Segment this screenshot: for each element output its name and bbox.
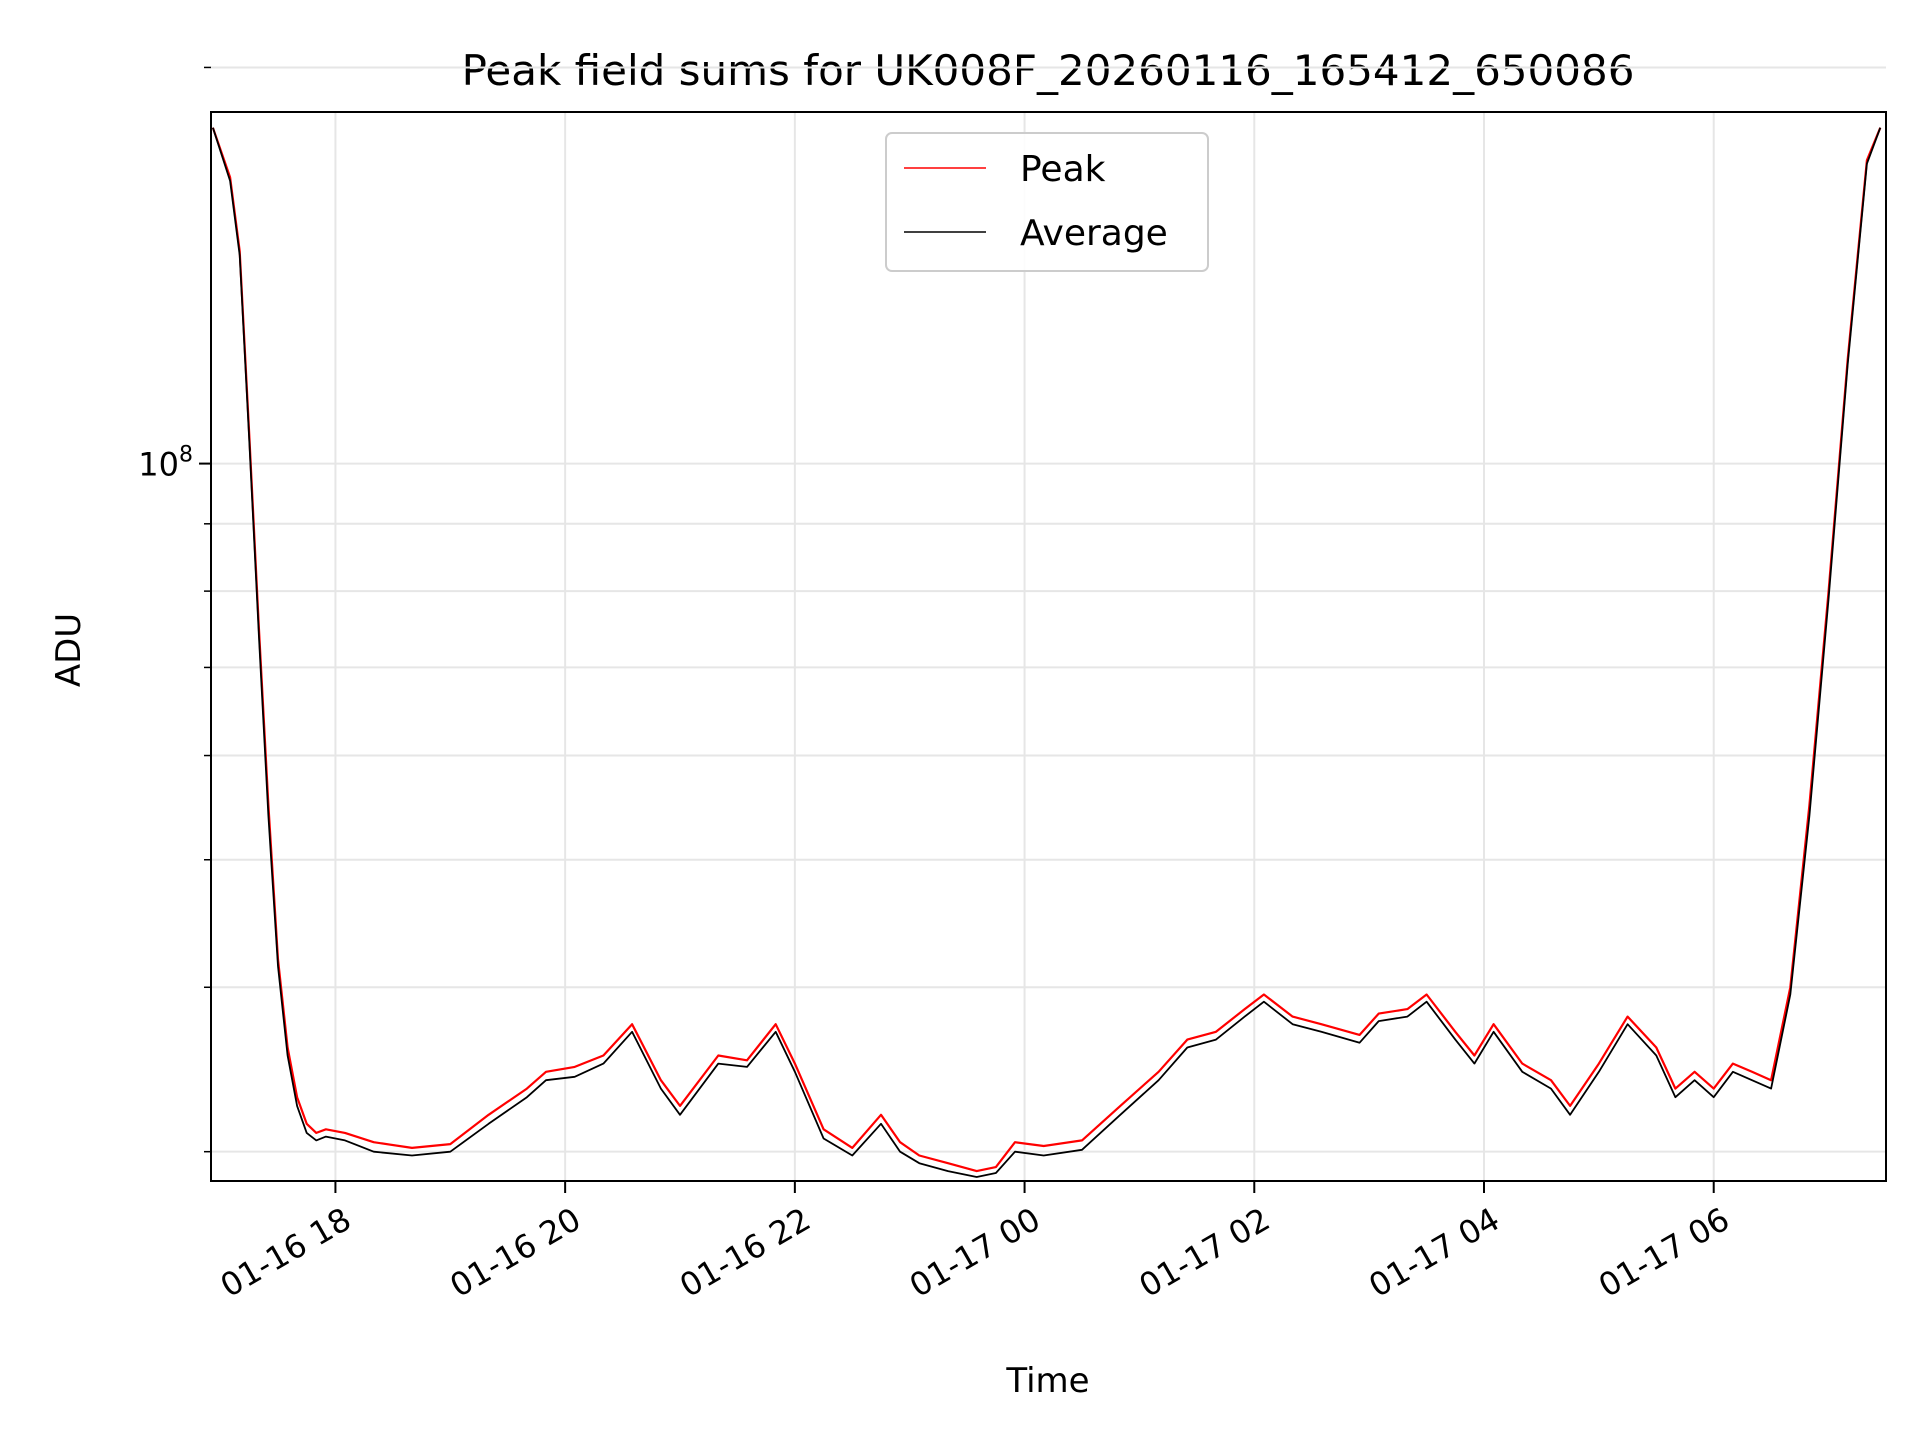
chart-title: Peak field sums for UK008F_20260116_1654…: [462, 46, 1635, 95]
series-lines: [211, 127, 1882, 1178]
series-line-average: [212, 127, 1882, 1178]
legend: Peak Average: [885, 132, 1209, 272]
plot-frame: [210, 111, 1887, 1182]
grid-lines: [211, 66, 1886, 1181]
y-tick-label: 108: [138, 443, 193, 484]
series-line-peak: [211, 127, 1882, 1173]
y-axis-label: ADU: [49, 613, 89, 687]
legend-label-peak: Peak: [1020, 149, 1106, 190]
y-axis: 108: [138, 66, 211, 1153]
x-axis-label: Time: [1005, 1361, 1089, 1401]
legend-label-average: Average: [1020, 213, 1168, 254]
